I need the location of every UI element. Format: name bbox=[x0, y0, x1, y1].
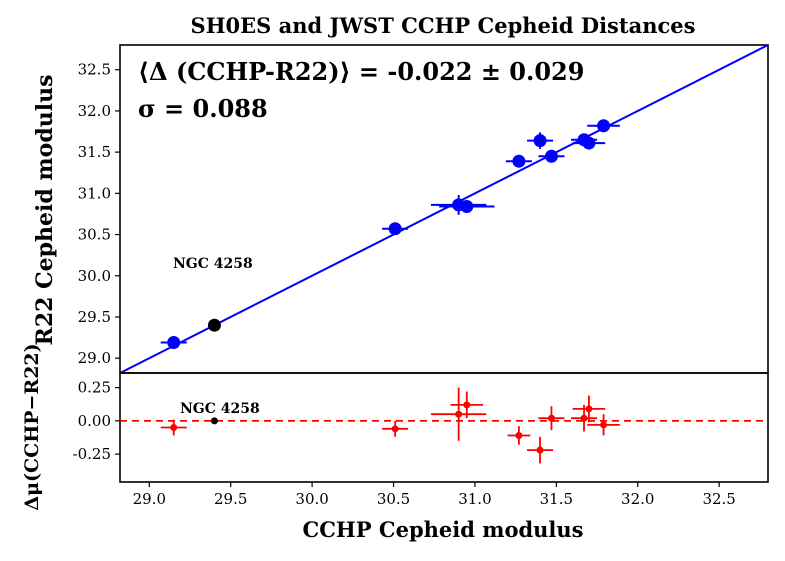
data-point bbox=[587, 119, 620, 133]
x-tick-label: 31.0 bbox=[458, 490, 491, 508]
y-tick-label: 30.0 bbox=[78, 267, 111, 285]
data-point bbox=[538, 149, 565, 163]
y-tick-label: 32.0 bbox=[78, 102, 111, 120]
data-point bbox=[382, 222, 409, 236]
point-marker bbox=[580, 414, 588, 422]
bottom-panel-frame bbox=[119, 372, 769, 483]
y-tick-label: 31.5 bbox=[78, 143, 111, 161]
bottom-data-points bbox=[160, 387, 620, 464]
y-tick-label: 32.5 bbox=[78, 61, 111, 79]
x-tick-label: 30.5 bbox=[377, 490, 410, 508]
x-tick-label: 30.0 bbox=[295, 490, 328, 508]
top-y-axis-label: R22 Cepheid modulus bbox=[32, 75, 58, 346]
residual-point bbox=[430, 387, 487, 441]
point-marker bbox=[585, 405, 593, 413]
ngc4258-marker bbox=[207, 318, 221, 332]
data-point bbox=[527, 132, 554, 149]
residual-point bbox=[382, 420, 409, 437]
point-marker bbox=[167, 336, 181, 350]
point-marker bbox=[582, 136, 596, 150]
y-tick-label: 30.5 bbox=[78, 226, 111, 244]
one-to-one-line bbox=[119, 44, 769, 374]
point-marker bbox=[170, 424, 178, 431]
data-point bbox=[439, 200, 495, 214]
point-marker bbox=[463, 401, 471, 409]
residual-point bbox=[527, 436, 554, 464]
annotation-sigma: σ = 0.088 bbox=[138, 94, 268, 123]
point-marker bbox=[536, 446, 544, 454]
ngc-label-bottom: NGC 4258 bbox=[180, 401, 260, 417]
y-tick-label: 0.00 bbox=[78, 412, 111, 430]
x-tick-label: 29.5 bbox=[214, 490, 247, 508]
x-tick-label: 32.5 bbox=[702, 490, 735, 508]
residual-point bbox=[160, 419, 187, 436]
residual-point bbox=[572, 395, 606, 423]
residual-point bbox=[450, 391, 484, 419]
bottom-panel: -0.25 0.00 0.25 29.0 29.5 30.0 30.5 31.0 31.5 32… bbox=[21, 343, 769, 542]
y-tick-label: 29.5 bbox=[78, 308, 111, 326]
x-axis-label: CCHP Cepheid modulus bbox=[303, 517, 584, 542]
point-marker bbox=[597, 119, 611, 133]
point-marker bbox=[515, 431, 523, 439]
residual-point bbox=[538, 406, 565, 431]
bottom-y-axis-label: Δμ(CCHP−R22) bbox=[21, 343, 43, 510]
y-tick-label: -0.25 bbox=[73, 445, 111, 463]
data-point bbox=[160, 336, 187, 350]
bottom-y-ticks: -0.25 0.00 0.25 bbox=[73, 379, 120, 463]
top-panel: 29.0 29.5 30.0 30.5 31.0 31.5 32.0 32.5 NGC 425… bbox=[32, 44, 769, 374]
residual-point bbox=[587, 414, 620, 436]
data-point bbox=[572, 136, 606, 150]
x-tick-label: 29.0 bbox=[133, 490, 166, 508]
ngc-label-top: NGC 4258 bbox=[173, 256, 253, 272]
point-marker bbox=[544, 149, 558, 163]
point-marker bbox=[455, 410, 463, 418]
point-marker bbox=[391, 425, 399, 433]
residual-point bbox=[507, 426, 531, 445]
chart-title: SH0ES and JWST CCHP Cepheid Distances bbox=[191, 13, 696, 38]
point-marker bbox=[600, 421, 608, 429]
ngc4258-marker bbox=[210, 417, 218, 425]
point-marker bbox=[533, 134, 547, 148]
y-tick-label: 31.0 bbox=[78, 184, 111, 202]
y-tick-label: 0.25 bbox=[78, 379, 111, 397]
annotation-mean-offset: ⟨Δ (CCHP-R22)⟩ = -0.022 ± 0.029 bbox=[138, 57, 584, 86]
top-y-ticks: 29.0 29.5 30.0 30.5 31.0 31.5 32.0 32.5 bbox=[78, 61, 120, 367]
x-tick-label: 31.5 bbox=[540, 490, 573, 508]
point-marker bbox=[512, 154, 526, 168]
point-marker bbox=[388, 222, 402, 236]
top-data-points bbox=[160, 119, 620, 350]
data-point bbox=[505, 154, 532, 168]
y-tick-label: 29.0 bbox=[78, 349, 111, 367]
x-tick-label: 32.0 bbox=[621, 490, 654, 508]
point-marker bbox=[547, 414, 555, 422]
point-marker bbox=[460, 200, 474, 214]
x-ticks: 29.0 29.5 30.0 30.5 31.0 31.5 32.0 32.5 bbox=[133, 482, 736, 508]
